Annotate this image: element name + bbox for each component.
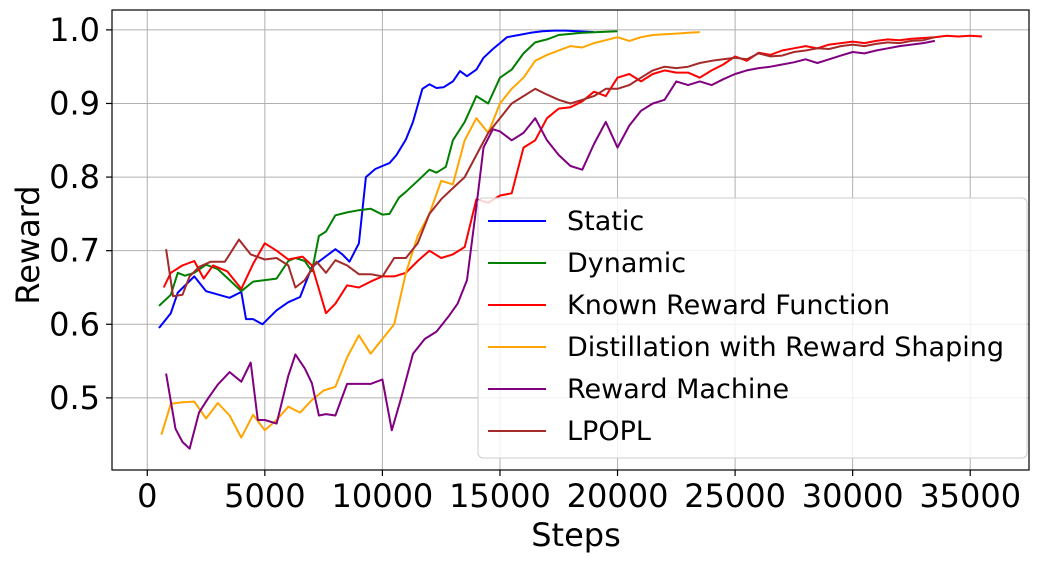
x-tick-label: 0 xyxy=(137,477,157,515)
y-tick-label: 0.5 xyxy=(49,379,100,417)
legend-label: Static xyxy=(567,206,644,237)
x-tick-label: 20000 xyxy=(567,477,669,515)
legend-label: Distillation with Reward Shaping xyxy=(567,332,1004,363)
plot-frame xyxy=(111,9,1030,471)
series-line-known-reward-function xyxy=(162,34,983,315)
y-axis-title: Reward xyxy=(9,185,47,304)
x-tick-label: 35000 xyxy=(919,477,1021,515)
series-line-lpopl xyxy=(165,36,936,298)
series-lines xyxy=(158,29,983,450)
x-tick-label: 15000 xyxy=(449,477,551,515)
x-tick-label: 30000 xyxy=(802,477,904,515)
y-tick-label: 0.6 xyxy=(49,305,100,343)
y-tick-label: 0.7 xyxy=(49,232,100,270)
series-line-dynamic xyxy=(158,30,618,307)
y-tick-label: 0.9 xyxy=(49,84,100,122)
legend-box xyxy=(477,197,1028,459)
x-tick-label: 25000 xyxy=(684,477,786,515)
series-line-static xyxy=(158,29,595,329)
y-tick-label: 0.8 xyxy=(49,158,100,196)
series-line-reward-machine xyxy=(165,39,936,450)
legend-label: LPOPL xyxy=(567,416,651,447)
legend: Static Dynamic Known Reward Function Distil… xyxy=(477,197,1028,459)
legend-label: Dynamic xyxy=(567,248,686,279)
x-axis-title: Steps xyxy=(531,516,621,554)
y-tick-label: 1.0 xyxy=(49,11,100,49)
legend-label: Reward Machine xyxy=(567,374,789,405)
legend-label: Known Reward Function xyxy=(567,290,890,321)
x-tick-label: 10000 xyxy=(331,477,433,515)
x-tick-label: 5000 xyxy=(224,477,305,515)
axis-ticks: 0 5000 10000 15000 20000 25000 30000 35000 0.5 0.… xyxy=(49,11,1021,515)
